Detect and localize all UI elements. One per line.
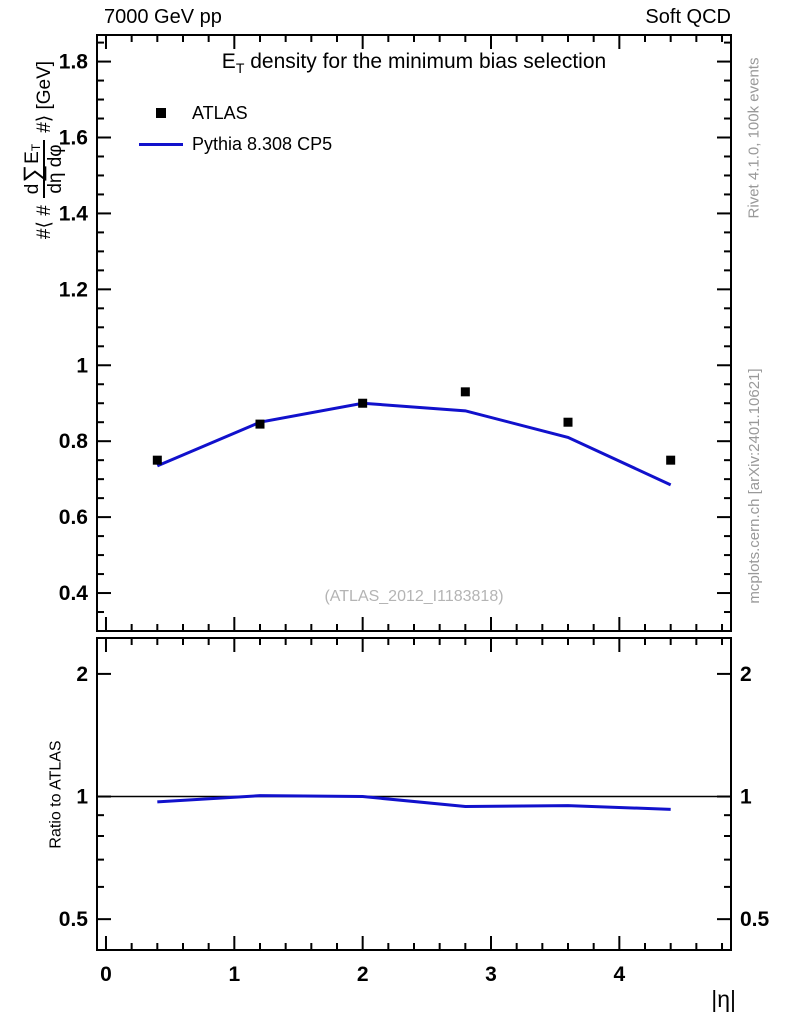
legend-item-atlas: ATLAS — [136, 102, 332, 124]
main-y-axis-label: #⟨ # d ∑ E T dη dφ #⟩ [GeV] — [14, 20, 74, 280]
beam-energy-label: 7000 GeV pp — [104, 6, 222, 28]
pythia-line — [156, 401, 672, 487]
ylabel-fraction: d ∑ E T dη dφ — [18, 140, 66, 198]
legend-label-atlas: ATLAS — [192, 102, 248, 123]
analysis-id-watermark: (ATLAS_2012_I1183818) — [324, 588, 504, 605]
svg-text:1.8: 1.8 — [59, 51, 89, 74]
svg-text:0.4: 0.4 — [59, 582, 89, 605]
legend-item-pythia: Pythia 8.308 CP5 — [136, 133, 332, 155]
legend-label-pythia: Pythia 8.308 CP5 — [192, 133, 333, 154]
ylabel-denominator: dη dφ — [42, 140, 66, 198]
svg-text:1: 1 — [76, 786, 88, 809]
svg-text:2: 2 — [76, 663, 88, 686]
svg-text:2: 2 — [740, 663, 752, 686]
legend: ATLAS Pythia 8.308 CP5 — [136, 102, 332, 155]
svg-text:1: 1 — [740, 786, 752, 809]
process-group-label: Soft QCD — [645, 6, 731, 28]
svg-text:4: 4 — [614, 963, 626, 986]
title-subscript: T — [235, 60, 245, 77]
atlas-data-points — [152, 387, 676, 465]
svg-text:0: 0 — [100, 963, 112, 986]
sum-symbol: ∑ — [18, 164, 47, 183]
svg-text:0.5: 0.5 — [740, 908, 770, 931]
svg-text:1: 1 — [228, 963, 240, 986]
axis-ticks — [97, 35, 731, 950]
legend-marker-cell — [136, 142, 186, 146]
svg-text:1.6: 1.6 — [59, 126, 88, 149]
line-marker-icon — [139, 142, 183, 146]
svg-text:1: 1 — [76, 354, 88, 377]
filled-square-marker-icon — [156, 108, 166, 118]
svg-text:0.6: 0.6 — [59, 506, 88, 529]
svg-text:2: 2 — [357, 963, 369, 986]
plot-title: ET density for the minimum bias selectio… — [97, 50, 731, 76]
rivet-version-side-text: Rivet 4.1.0, 100k events — [745, 57, 763, 219]
svg-text:1.2: 1.2 — [59, 278, 88, 301]
ratio-line — [157, 794, 671, 811]
ylabel-num-sub: T — [28, 143, 43, 152]
title-prefix: E — [221, 50, 236, 73]
ylabel-prefix: #⟨ # — [33, 205, 55, 240]
svg-text:0.8: 0.8 — [59, 430, 89, 453]
mcplots-arxiv-side-text: mcplots.cern.ch [arXiv:2401.10621] — [746, 368, 763, 604]
ylabel-num-E: E — [21, 151, 43, 164]
x-axis-label: |η| — [711, 986, 736, 1012]
ylabel-suffix: #⟩ [GeV] — [33, 60, 55, 133]
svg-text:3: 3 — [485, 963, 497, 986]
ratio-frame — [96, 637, 732, 951]
svg-text:1.4: 1.4 — [59, 202, 89, 225]
legend-marker-cell — [136, 108, 186, 118]
svg-text:0.5: 0.5 — [59, 908, 89, 931]
ratio-y-axis-label: Ratio to ATLAS — [47, 740, 65, 849]
ylabel-numerator: d ∑ E T — [18, 140, 47, 198]
ylabel-num-d: d — [21, 183, 43, 195]
axis-tick-labels: 0.4 0.6 0.8 1 1.2 1.4 1.6 1.8 0.5 0.5 1 1 2 2 0 1 2 3 4 — [59, 51, 770, 986]
title-rest: density for the minimum bias selection — [244, 50, 607, 73]
